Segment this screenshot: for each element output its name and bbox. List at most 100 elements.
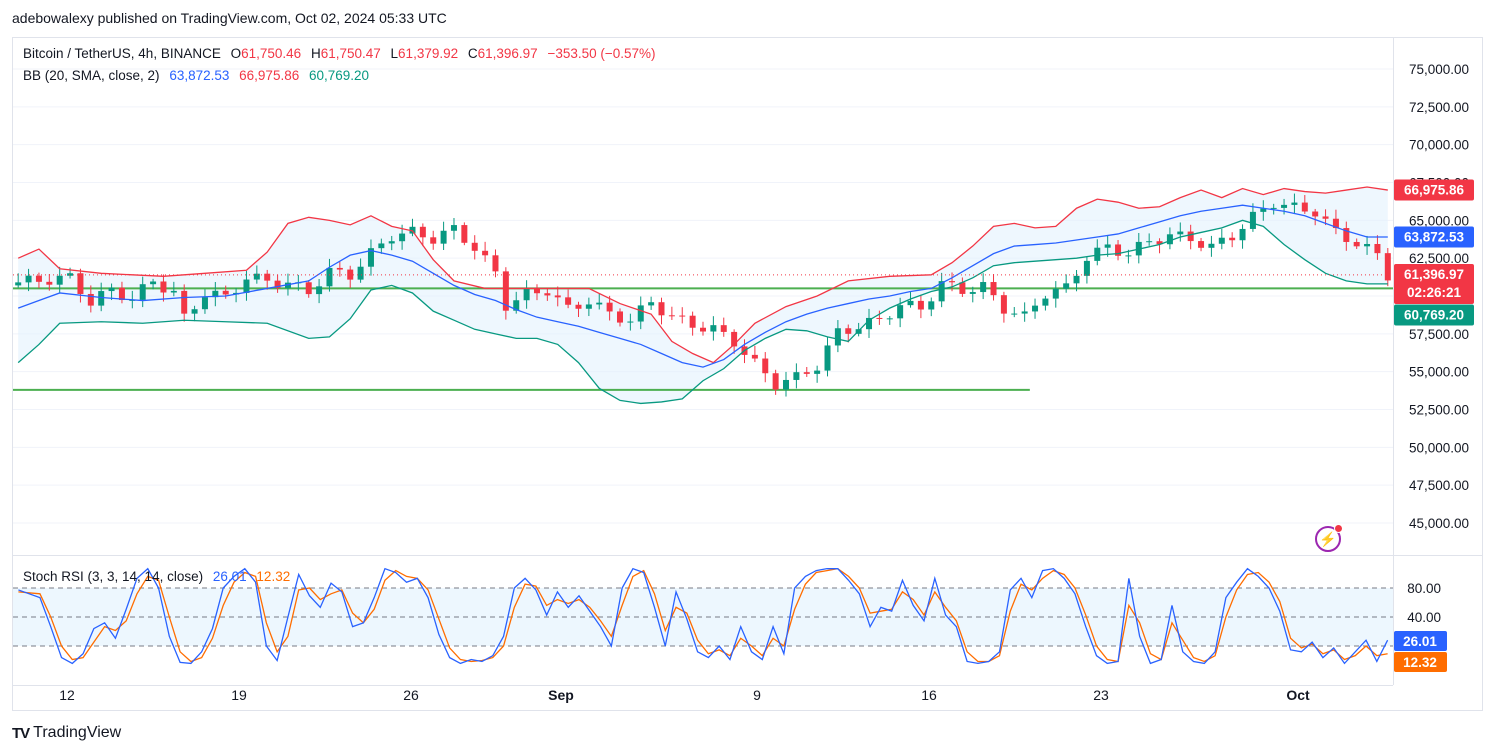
candle-body <box>108 287 115 292</box>
candle-body <box>1332 218 1339 229</box>
chart-frame <box>12 37 1483 711</box>
candle-body <box>1218 237 1225 244</box>
candle-body <box>772 373 779 390</box>
candle-body <box>1166 234 1173 245</box>
candle-body <box>419 226 426 238</box>
candle-body <box>1042 298 1049 306</box>
badge-last-price-text: 61,396.97 <box>1404 267 1464 282</box>
candle-body <box>15 282 22 286</box>
candle-body <box>1146 241 1153 243</box>
candle-body <box>118 287 125 301</box>
time-tick-label: Sep <box>548 687 574 703</box>
price-tick-label: 75,000.00 <box>1409 62 1469 77</box>
candle-body <box>1301 202 1308 212</box>
open-label: O <box>230 46 242 61</box>
candle-body <box>409 226 416 234</box>
candle-body <box>637 305 644 322</box>
candle-body <box>533 288 540 294</box>
badge-bb-basis-text: 63,872.53 <box>1404 230 1465 245</box>
high-value: 61,750.47 <box>320 46 381 61</box>
rsi-legend: Stoch RSI (3, 3, 14, 14, close) 26.01 12… <box>23 569 296 584</box>
candle-body <box>326 267 333 287</box>
close-label: C <box>467 46 478 61</box>
rsi-tick-label: 40.00 <box>1407 610 1441 625</box>
time-tick-label: 19 <box>231 687 247 703</box>
candle-body <box>1291 202 1298 205</box>
symbol-label: Bitcoin / TetherUS, 4h, BINANCE <box>23 46 221 61</box>
price-tick-label: 45,000.00 <box>1409 516 1469 531</box>
candle-body <box>1052 288 1059 299</box>
badge-last-price-bg <box>1394 264 1474 304</box>
candle-body <box>347 269 354 280</box>
candle-body <box>783 379 790 390</box>
time-tick-label: 26 <box>403 687 419 703</box>
candles <box>15 193 1391 397</box>
candle-body <box>596 302 603 305</box>
candle-body <box>720 325 727 332</box>
candle-body <box>1094 247 1101 261</box>
candle-body <box>450 225 457 231</box>
candle-body <box>46 281 53 285</box>
candle-body <box>928 301 935 310</box>
price-tick-label: 52,500.00 <box>1409 403 1469 418</box>
candle-body <box>150 281 157 285</box>
candle-body <box>77 273 84 294</box>
bb-legend: BB (20, SMA, close, 2) 63,872.53 66,975.… <box>23 68 375 83</box>
candle-body <box>1032 305 1039 312</box>
candle-body <box>357 266 364 280</box>
candle-body <box>627 321 634 323</box>
badge-last-price: 61,396.97 02:26:21 <box>1394 264 1474 304</box>
open-value: 61,750.46 <box>241 46 302 61</box>
candle-body <box>886 318 893 320</box>
candle-body <box>824 345 831 371</box>
candle-body <box>1322 216 1329 219</box>
change-value: −353.50 (−0.57%) <box>547 46 656 61</box>
candle-body <box>222 290 229 295</box>
candle-body <box>1063 283 1070 289</box>
badge-bb-lower-bg <box>1394 304 1474 326</box>
candle-body <box>689 315 696 328</box>
lightning-icon[interactable]: ⚡ <box>1315 524 1343 552</box>
candle-body <box>1115 244 1122 256</box>
badge-stoch-d-bg <box>1394 652 1447 672</box>
candle-body <box>762 358 769 374</box>
time-tick-label: 12 <box>59 687 75 703</box>
candle-body <box>866 317 873 330</box>
candle-body <box>1281 204 1288 208</box>
candle-body <box>170 290 177 293</box>
candle-body <box>56 275 63 285</box>
time-tick-label: 9 <box>753 687 761 703</box>
price-tick-label: 57,500.00 <box>1409 327 1469 342</box>
candle-body <box>274 280 281 289</box>
candle-body <box>616 311 623 323</box>
candle-body <box>731 331 738 347</box>
badge-bb-upper: 66,975.86 <box>1394 179 1474 201</box>
candle-body <box>1260 208 1267 212</box>
candle-body <box>1249 211 1256 229</box>
candle-body <box>1125 255 1132 257</box>
candle-body <box>793 372 800 380</box>
candle-body <box>606 302 613 312</box>
candle-body <box>949 281 956 283</box>
low-value: 61,379.92 <box>398 46 459 61</box>
price-tick-label: 50,000.00 <box>1409 440 1469 455</box>
badge-bb-upper-bg <box>1394 179 1474 201</box>
candle-body <box>648 302 655 306</box>
candle-body <box>917 300 924 310</box>
candle-body <box>367 248 374 267</box>
candle-body <box>25 275 32 283</box>
time-tick-label: 16 <box>921 687 937 703</box>
candle-body <box>513 300 520 311</box>
footer-brand[interactable]: TV TradingView <box>12 724 121 742</box>
bb-lower-line <box>17 219 1388 405</box>
candle-body <box>67 273 74 276</box>
candle-body <box>980 282 987 293</box>
candle-body <box>1374 243 1381 254</box>
candle-body <box>710 325 717 332</box>
notification-dot-icon <box>1334 524 1343 533</box>
badge-stoch-d: 12.32 <box>1394 652 1447 672</box>
candle-body <box>160 281 167 293</box>
candle-body <box>482 250 489 256</box>
bb-label: BB (20, SMA, close, 2) <box>23 68 160 83</box>
